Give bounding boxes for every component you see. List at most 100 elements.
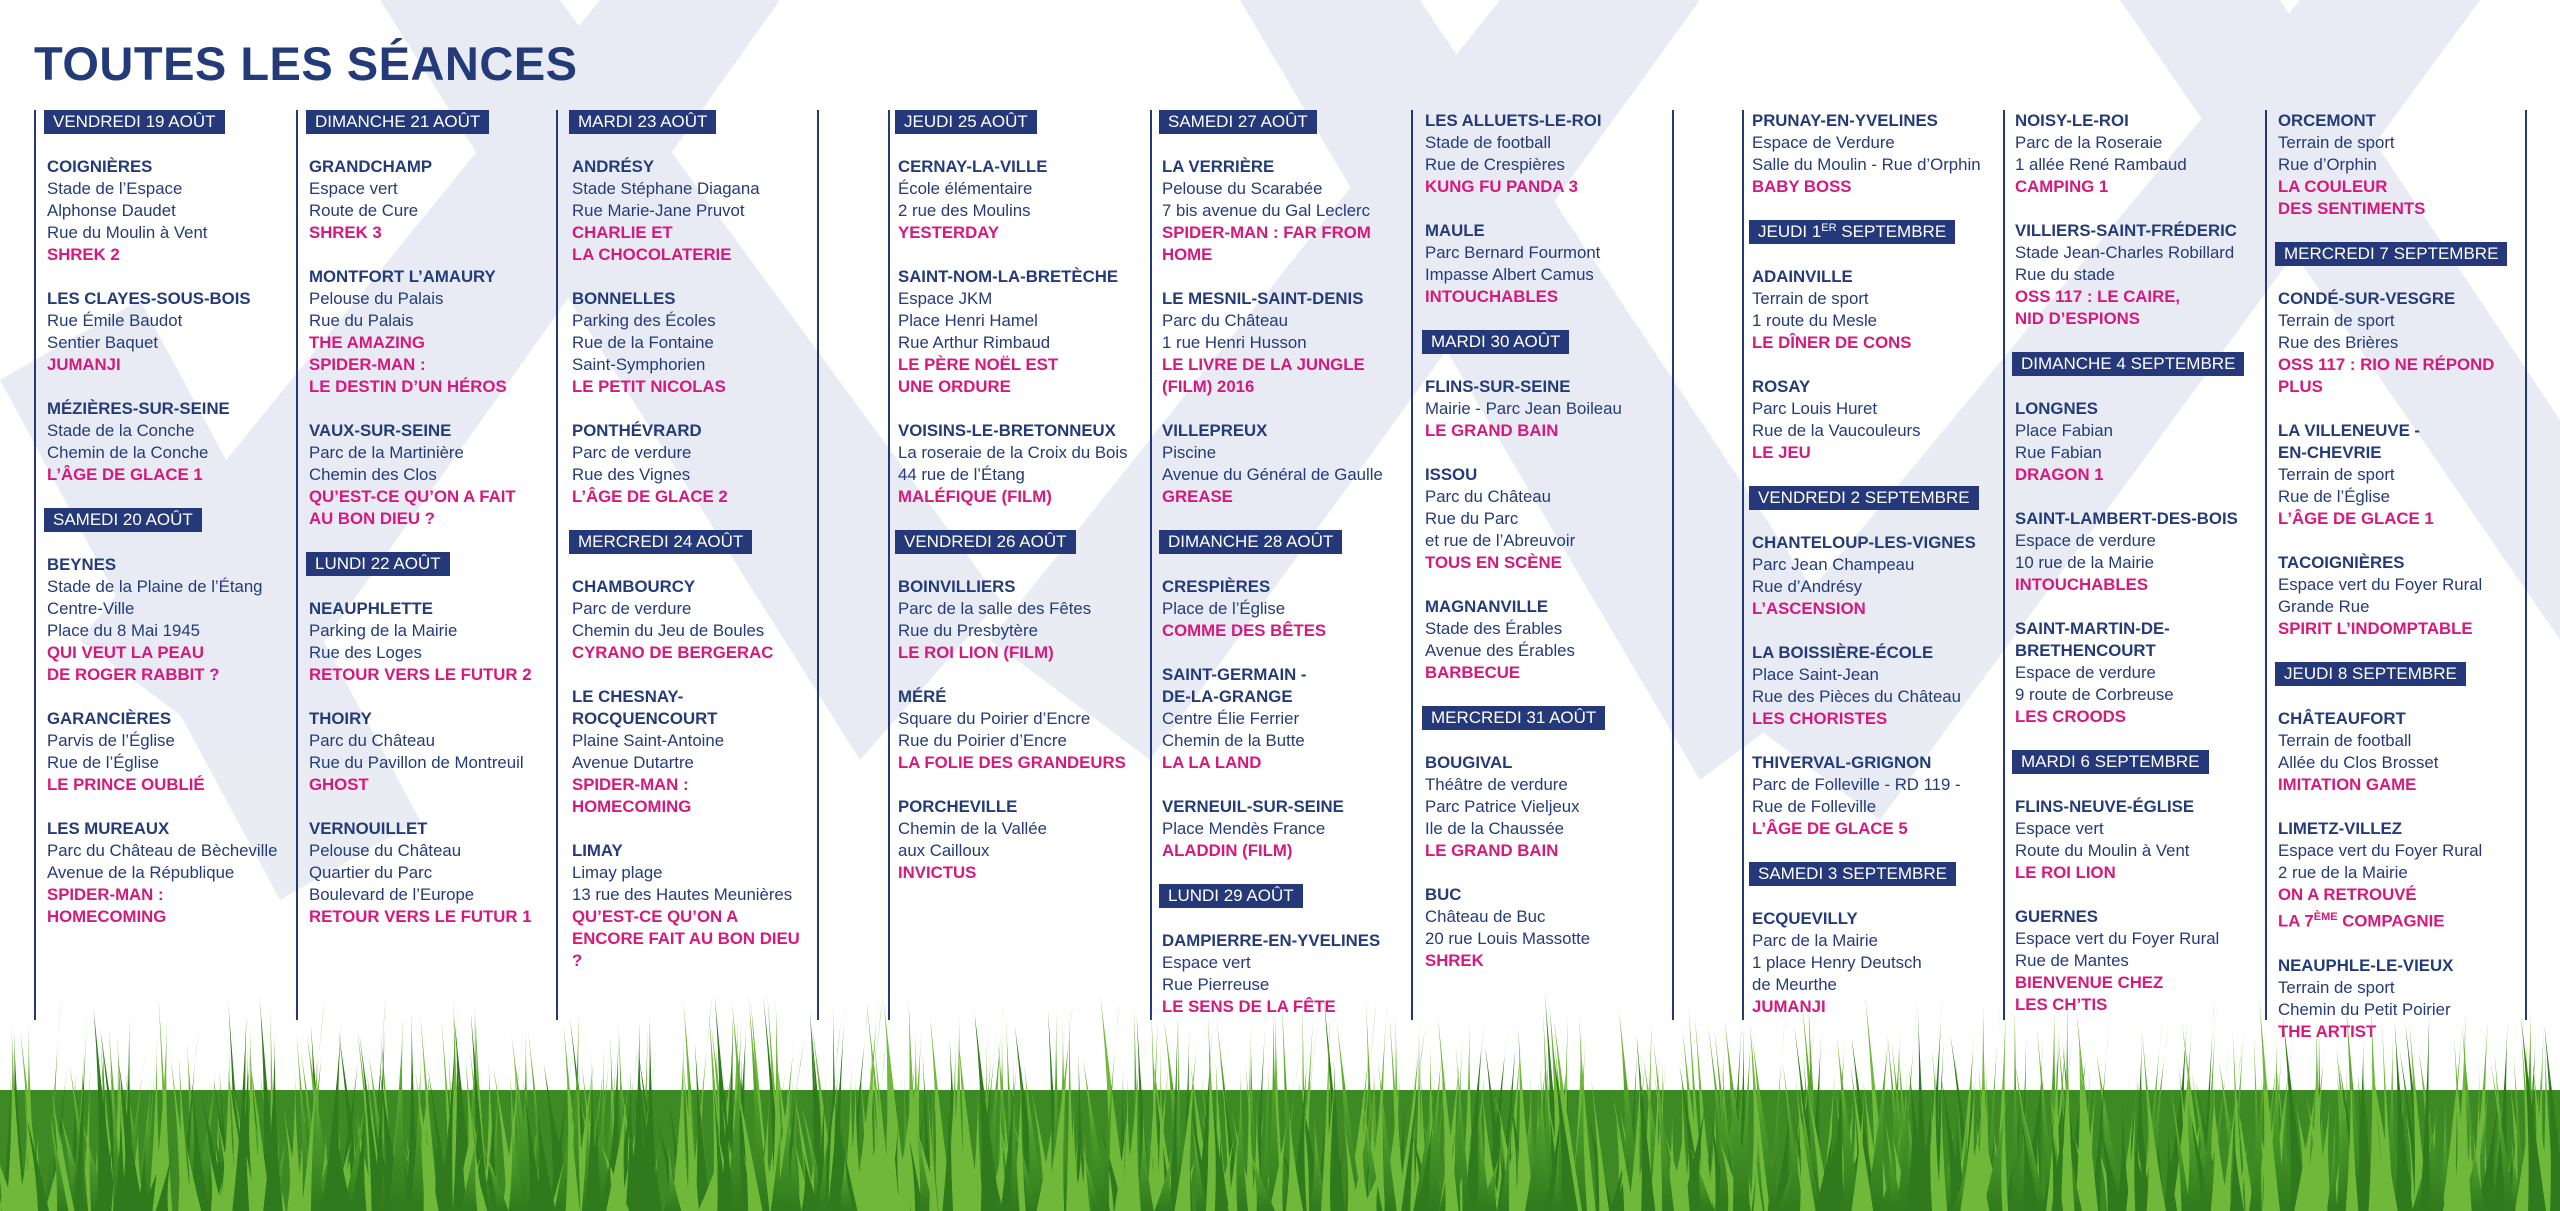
grass-blade xyxy=(2132,1138,2154,1211)
film-title: ALADDIN (FILM) xyxy=(1162,840,1394,862)
venue-address-line: Espace de Verdure xyxy=(1752,133,1895,152)
grass-blade xyxy=(1290,1046,1309,1211)
venue-town: BUC xyxy=(1425,885,1462,904)
grass-blade xyxy=(1618,1007,1644,1211)
grass-blade xyxy=(1000,1038,1020,1211)
film-title: LE PRINCE OUBLIÉ xyxy=(47,774,279,796)
column-divider xyxy=(1672,110,1674,1020)
venue-town: LA BOISSIÈRE-ÉCOLE xyxy=(1752,643,1934,662)
venue-town: VOISINS-LE-BRETONNEUX xyxy=(898,421,1116,440)
venue-entry: VOISINS-LE-BRETONNEUX La roseraie de la C… xyxy=(898,420,1130,508)
venue-entry: VAUX-SUR-SEINE Parc de la Martinière Chemi… xyxy=(309,420,541,530)
date-suffix: er xyxy=(1821,222,1837,234)
grass-blade xyxy=(1814,1109,1837,1211)
venue-address-line: Espace de verdure xyxy=(2015,663,2156,682)
film-title-text: BABY BOSS xyxy=(1752,177,1852,196)
schedule-column: MARDI 23 AOÛT ANDRÉSY Stade Stéphane Diaga… xyxy=(569,110,804,994)
film-title: GREASE xyxy=(1162,486,1394,508)
grass-blade xyxy=(2172,1018,2193,1211)
film-title-text: LE GRAND BAIN xyxy=(1425,841,1559,860)
grass-blade xyxy=(1122,1051,1141,1211)
grass-blade xyxy=(2368,1001,2386,1211)
column-divider xyxy=(1411,110,1413,1020)
venue-address-line: Rue du Presbytère xyxy=(898,621,1038,640)
date-text: JEUDI 25 AOÛT xyxy=(904,112,1028,131)
film-title: LE ROI LION (FILM) xyxy=(898,642,1130,664)
film-title-text: KUNG FU PANDA 3 xyxy=(1425,177,1578,196)
film-title: ON A RETROUVÉ LA 7ème COMPAGNIE xyxy=(2278,884,2510,933)
grass-blade xyxy=(489,1063,500,1211)
column-divider xyxy=(34,110,36,1020)
grass-blade xyxy=(2409,1022,2429,1211)
venue-town: BONNELLES xyxy=(572,289,676,308)
venue-address-line: 2 rue des Moulins xyxy=(898,201,1031,220)
venue-address-line: Salle du Moulin - Rue d’Orphin xyxy=(1752,155,1981,174)
date-text: SAMEDI 3 SEPTEMBRE xyxy=(1758,864,1947,883)
venue-entry: LA VERRIÈRE Pelouse du Scarabée 7 bis aven… xyxy=(1162,156,1394,266)
venue-address-line: Terrain de sport xyxy=(2278,465,2395,484)
venue-entry: CERNAY-LA-VILLE École élémentaire 2 rue de… xyxy=(898,156,1130,244)
film-title-text: MALÉFIQUE (FILM) xyxy=(898,487,1052,506)
venue-address-line: Piscine xyxy=(1162,443,1217,462)
schedule-column: NOISY-LE-ROI Parc de la Roseraie 1 allée R… xyxy=(2012,110,2247,1038)
film-title-text: THE ARTIST xyxy=(2278,1021,2377,1041)
venue-town: CHÂTEAUFORT xyxy=(2278,709,2406,728)
venue-entry: LE CHESNAY- ROCQUENCOURT Plaine Saint-Ant… xyxy=(572,686,804,818)
venue-address-line: Boulevard de l’Europe xyxy=(309,885,475,904)
film-title: BARBECUE xyxy=(1425,662,1657,684)
venue-address-line: Chemin du Petit Poirier xyxy=(2278,999,2451,1019)
film-title: DRAGON 1 xyxy=(2015,464,2247,486)
venue-town: CHANTELOUP-LES-VIGNES xyxy=(1752,533,1976,552)
date-header: MARDI 30 AOÛT xyxy=(1422,330,1570,354)
venue-address-line: Rue d’Orphin xyxy=(2278,155,2377,174)
date-text: JEUDI 8 SEPTEMBRE xyxy=(2284,664,2457,683)
film-title: BABY BOSS xyxy=(1752,176,1984,198)
grass-blade xyxy=(248,1051,271,1211)
venue-address-line: Rue de la Fontaine xyxy=(572,333,714,352)
venue-address-line: Quartier du Parc xyxy=(309,863,433,882)
venue-entry: NEAUPHLE-LE-VIEUX Terrain de sport Chemin … xyxy=(2278,955,2510,1043)
venue-address-line: Stade Stéphane Diagana xyxy=(572,179,760,198)
grass-blade xyxy=(1099,1122,1124,1211)
date-header: VENDREDI 26 AOÛT xyxy=(895,530,1076,554)
grass-blade xyxy=(590,1032,613,1211)
date-text: LUNDI 22 AOÛT xyxy=(315,554,441,573)
grass-blade xyxy=(1351,1065,1379,1211)
film-title: SHREK 2 xyxy=(47,244,279,266)
film-title-text: L’ÂGE DE GLACE 1 xyxy=(47,465,203,484)
grass-blade xyxy=(1865,1014,1891,1211)
grass-blade xyxy=(73,1015,88,1211)
grass-blade xyxy=(1569,1030,1587,1211)
venue-address-line: Grande Rue xyxy=(2278,597,2370,616)
grass-blade xyxy=(1100,994,1129,1211)
column-divider xyxy=(817,110,819,1020)
grass-blade xyxy=(1916,1075,1935,1211)
grass-blade xyxy=(1735,1020,1752,1211)
grass-blade xyxy=(2120,1070,2141,1211)
grass-blade xyxy=(1309,1117,1329,1211)
grass-blade xyxy=(508,1106,524,1211)
grass-blade xyxy=(1321,1001,1331,1211)
grass-blade xyxy=(420,1013,439,1211)
venue-town: MONTFORT L’AMAURY xyxy=(309,267,496,286)
grass-blade xyxy=(1377,1060,1397,1211)
grass-blade xyxy=(2116,1100,2131,1211)
grass-blade xyxy=(1333,1058,1344,1211)
grass-blade xyxy=(2221,1036,2244,1211)
venue-entry: GRANDCHAMP Espace vert Route de Cure SHREK … xyxy=(309,156,541,244)
venue-address-line: Pelouse du Palais xyxy=(309,289,444,308)
film-title: COMME DES BÊTES xyxy=(1162,620,1394,642)
venue-entry: ADAINVILLE Terrain de sport 1 route du Mes… xyxy=(1752,266,1984,354)
column-divider xyxy=(556,110,558,1020)
grass-blade xyxy=(1610,1131,1633,1211)
film-title: SPIDER-MAN : HOMECOMING xyxy=(572,774,804,818)
venue-address-line: École élémentaire xyxy=(898,179,1033,198)
grass-blade xyxy=(1036,1080,1059,1211)
venue-town: LIMAY xyxy=(572,841,623,860)
grass-blade xyxy=(1045,1002,1073,1211)
date-text: MERCREDI 7 SEPTEMBRE xyxy=(2284,244,2499,263)
grass-blade xyxy=(942,1056,954,1211)
grass-blade xyxy=(1009,1054,1020,1211)
film-title-text: BARBECUE xyxy=(1425,663,1521,682)
